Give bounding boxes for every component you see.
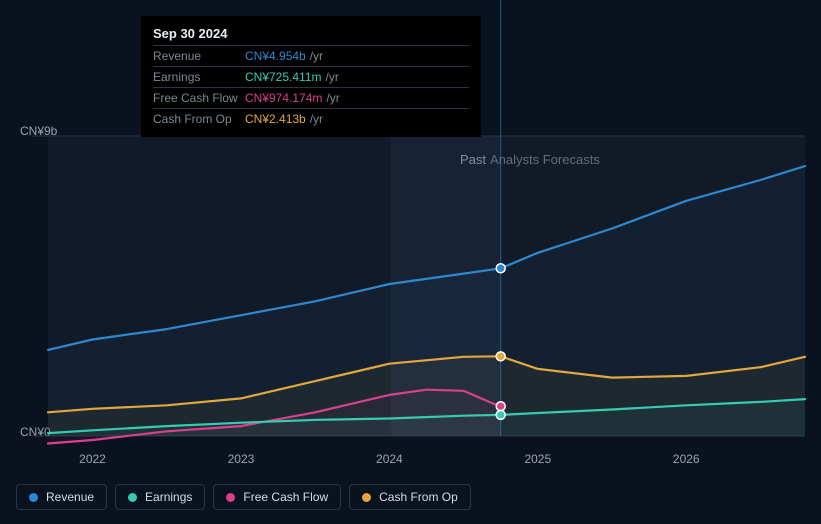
chart-legend: Revenue Earnings Free Cash Flow Cash From O… [16,484,471,510]
tooltip-row-suffix: /yr [326,70,339,84]
legend-dot-icon [226,493,235,502]
chart-container: CN¥9b CN¥0 Past Analysts Forecasts 20222… [0,0,821,524]
tooltip-row-value: CN¥725.411m/yr [245,70,339,84]
x-tick-label: 2022 [79,452,106,466]
tooltip-row-suffix: /yr [310,112,323,126]
tooltip-row-label: Free Cash Flow [153,91,245,105]
tooltip-row-label: Earnings [153,70,245,84]
chart-tooltip: Sep 30 2024 RevenueCN¥4.954b/yrEarningsC… [141,16,481,137]
x-tick-label: 2025 [524,452,551,466]
legend-toggle-cfo[interactable]: Cash From Op [349,484,471,510]
tooltip-title: Sep 30 2024 [153,26,469,45]
legend-toggle-earnings[interactable]: Earnings [115,484,205,510]
legend-dot-icon [362,493,371,502]
chart-svg [16,128,805,440]
tooltip-row-value: CN¥2.413b/yr [245,112,323,126]
tooltip-row-label: Revenue [153,49,245,63]
legend-label: Cash From Op [379,490,458,504]
legend-dot-icon [29,493,38,502]
legend-label: Revenue [46,490,94,504]
legend-toggle-fcf[interactable]: Free Cash Flow [213,484,341,510]
tooltip-row-suffix: /yr [310,49,323,63]
tooltip-row: Cash From OpCN¥2.413b/yr [153,108,469,129]
tooltip-row-suffix: /yr [326,91,339,105]
chart-plot-area[interactable] [16,128,805,440]
legend-label: Free Cash Flow [243,490,328,504]
legend-label: Earnings [145,490,192,504]
legend-toggle-revenue[interactable]: Revenue [16,484,107,510]
legend-dot-icon [128,493,137,502]
tooltip-row: EarningsCN¥725.411m/yr [153,66,469,87]
x-tick-label: 2024 [376,452,403,466]
tooltip-row-value: CN¥4.954b/yr [245,49,323,63]
x-tick-label: 2026 [673,452,700,466]
tooltip-row-label: Cash From Op [153,112,245,126]
x-tick-label: 2023 [228,452,255,466]
tooltip-row: RevenueCN¥4.954b/yr [153,45,469,66]
tooltip-row-value: CN¥974.174m/yr [245,91,340,105]
tooltip-row: Free Cash FlowCN¥974.174m/yr [153,87,469,108]
